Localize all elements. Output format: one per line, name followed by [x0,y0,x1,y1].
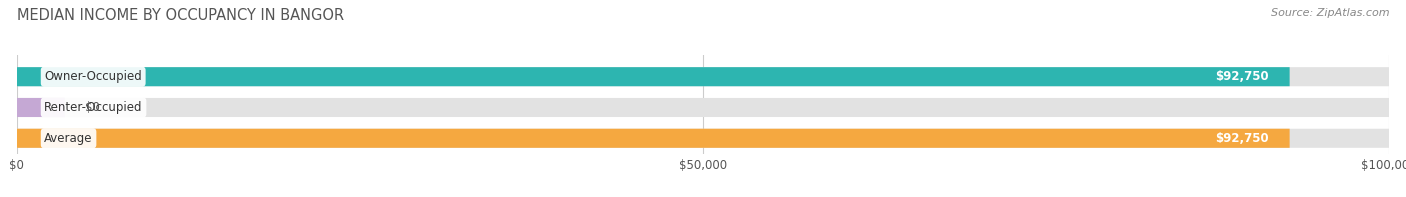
Text: Renter-Occupied: Renter-Occupied [45,101,143,114]
FancyBboxPatch shape [17,129,1389,148]
FancyBboxPatch shape [17,98,1389,117]
Text: Owner-Occupied: Owner-Occupied [45,70,142,83]
Text: MEDIAN INCOME BY OCCUPANCY IN BANGOR: MEDIAN INCOME BY OCCUPANCY IN BANGOR [17,8,344,23]
FancyBboxPatch shape [17,67,1389,86]
Text: Source: ZipAtlas.com: Source: ZipAtlas.com [1271,8,1389,18]
Text: $92,750: $92,750 [1215,132,1270,145]
FancyBboxPatch shape [17,129,1289,148]
FancyBboxPatch shape [17,67,1289,86]
Text: Average: Average [45,132,93,145]
FancyBboxPatch shape [17,98,65,117]
Text: $0: $0 [86,101,100,114]
Text: $92,750: $92,750 [1215,70,1270,83]
